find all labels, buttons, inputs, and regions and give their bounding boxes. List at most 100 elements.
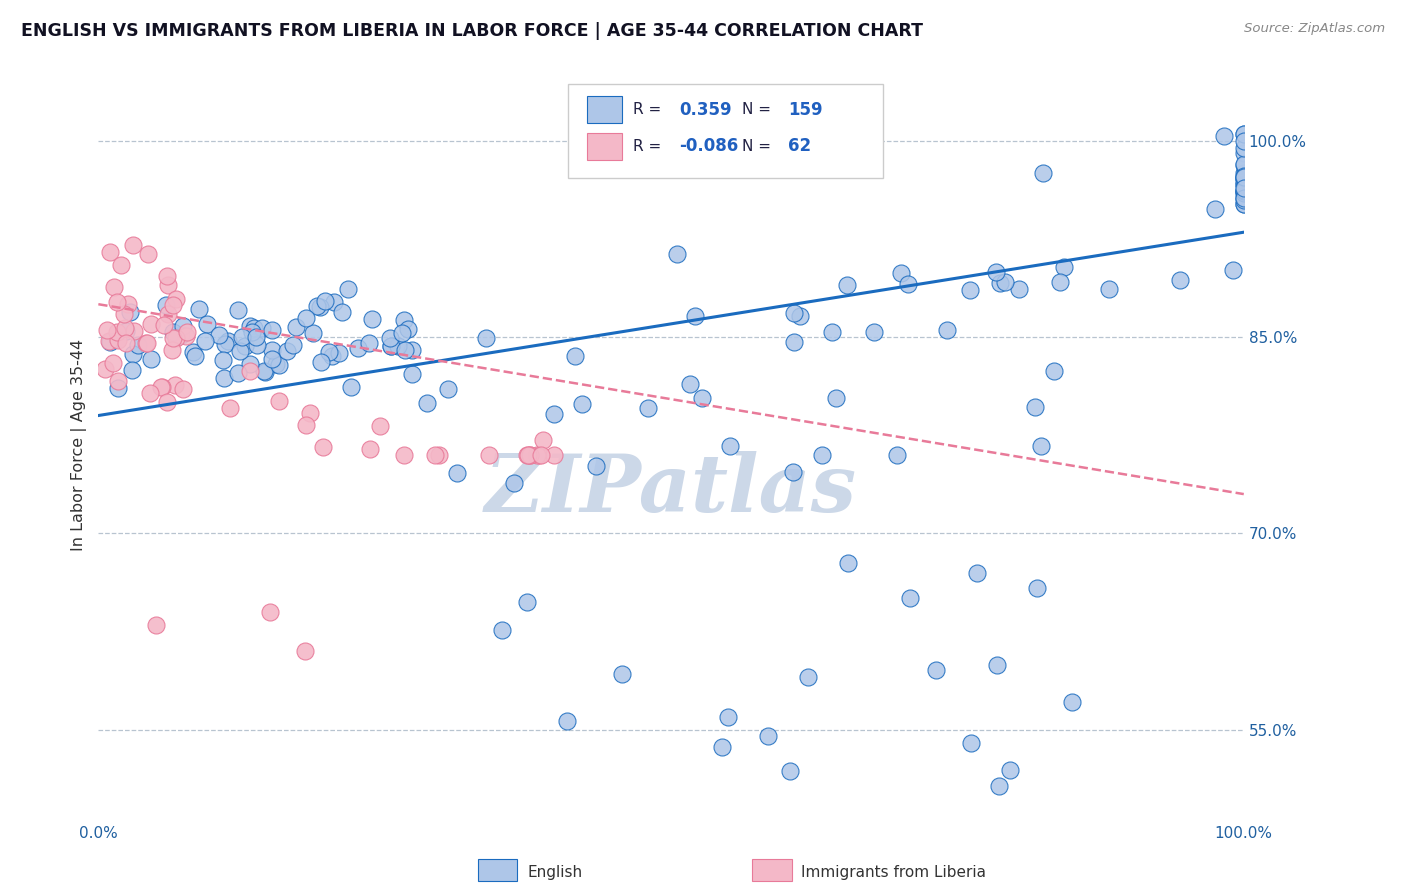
Point [1233, 174, 1256, 188]
Point [150, 380, 173, 394]
Point [1233, 134, 1256, 148]
Point [139, 385, 162, 400]
Point [117, 297, 139, 311]
Point [312, 440, 335, 454]
Text: Immigrants from Liberia: Immigrants from Liberia [801, 865, 987, 880]
Point [1233, 127, 1256, 141]
Text: English: English [527, 865, 582, 880]
Point [172, 319, 194, 334]
Point [135, 335, 157, 350]
Point [564, 350, 586, 364]
Point [127, 338, 149, 352]
Point [156, 277, 179, 292]
Point [105, 294, 128, 309]
Point [361, 311, 384, 326]
Point [1233, 178, 1256, 192]
Point [347, 342, 370, 356]
Point [692, 391, 714, 405]
Point [103, 280, 125, 294]
Point [1233, 170, 1256, 185]
Point [936, 323, 959, 337]
Point [195, 317, 218, 331]
Point [1233, 157, 1256, 171]
Point [716, 709, 738, 723]
Point [797, 670, 820, 684]
Point [259, 605, 281, 619]
Point [637, 401, 659, 415]
Point [679, 376, 702, 391]
Text: 0.359: 0.359 [679, 101, 731, 119]
Point [97, 334, 120, 348]
Point [516, 448, 538, 462]
Point [328, 346, 350, 360]
Point [370, 418, 392, 433]
Point [612, 667, 634, 681]
Point [172, 382, 194, 396]
Point [1233, 178, 1256, 192]
Point [1233, 196, 1256, 211]
Bar [588, 96, 621, 123]
Point [683, 310, 706, 324]
Point [789, 309, 811, 323]
Point [401, 368, 423, 382]
Point [170, 328, 193, 343]
Point [966, 566, 988, 580]
Point [1233, 197, 1256, 211]
Point [149, 380, 172, 394]
Point [165, 378, 187, 392]
Point [1233, 184, 1256, 198]
Point [239, 364, 262, 378]
Point [423, 448, 446, 462]
Point [1098, 282, 1121, 296]
Point [1222, 263, 1244, 277]
Point [820, 325, 842, 339]
Point [260, 343, 283, 358]
Point [1233, 128, 1256, 142]
Point [378, 330, 401, 344]
Point [1233, 171, 1256, 186]
Point [156, 307, 179, 321]
Point [519, 448, 541, 462]
Point [184, 349, 207, 363]
Point [305, 300, 328, 314]
Point [571, 397, 593, 411]
Point [1042, 364, 1064, 378]
Point [503, 475, 526, 490]
Point [145, 618, 167, 632]
Point [260, 323, 283, 337]
Point [1213, 129, 1236, 144]
Point [1008, 282, 1031, 296]
Point [112, 307, 135, 321]
Point [988, 277, 1011, 291]
Point [1233, 141, 1256, 155]
Text: N =: N = [742, 103, 770, 118]
Point [162, 325, 184, 339]
Point [281, 337, 304, 351]
Point [779, 764, 801, 778]
Point [162, 331, 184, 345]
Point [103, 356, 125, 370]
Point [1233, 166, 1256, 180]
Point [391, 326, 413, 340]
Point [925, 663, 948, 677]
Point [218, 401, 240, 415]
Point [250, 320, 273, 334]
Point [474, 331, 496, 345]
Text: ENGLISH VS IMMIGRANTS FROM LIBERIA IN LABOR FORCE | AGE 35-44 CORRELATION CHART: ENGLISH VS IMMIGRANTS FROM LIBERIA IN LA… [21, 22, 924, 40]
Point [235, 339, 257, 353]
Point [309, 300, 332, 314]
Point [260, 351, 283, 366]
Point [387, 339, 409, 353]
Point [1233, 183, 1256, 197]
Text: R =: R = [633, 103, 661, 118]
Point [585, 458, 607, 473]
Point [160, 343, 183, 357]
Point [835, 278, 858, 293]
Point [98, 334, 121, 349]
Text: -0.086: -0.086 [679, 137, 738, 155]
Point [401, 343, 423, 357]
Point [1233, 189, 1256, 203]
Point [181, 344, 204, 359]
Point [711, 739, 734, 754]
Point [239, 319, 262, 334]
